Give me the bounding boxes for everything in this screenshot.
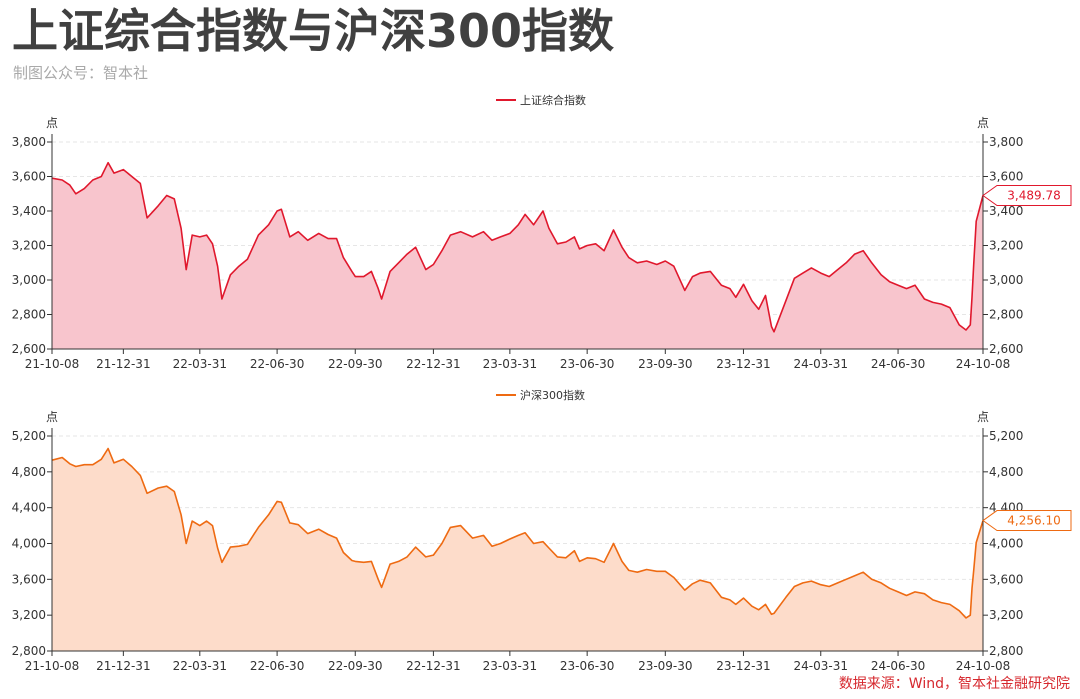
series-line xyxy=(51,161,984,333)
x-tick-label: 22-03-31 xyxy=(173,659,227,673)
y-tick-label-right: 4,000 xyxy=(989,537,1023,551)
x-tick-label: 23-09-30 xyxy=(638,357,692,371)
x-tick-label: 23-12-31 xyxy=(716,357,770,371)
y-axis-unit-left: 点 xyxy=(46,410,58,424)
x-tick-label: 23-06-30 xyxy=(560,659,614,673)
x-tick-label: 21-12-31 xyxy=(96,659,150,673)
x-tick-label: 24-03-31 xyxy=(794,357,848,371)
y-tick-label-left: 3,600 xyxy=(12,170,46,184)
x-tick-label: 21-10-08 xyxy=(25,357,79,371)
y-tick-label-left: 3,200 xyxy=(12,608,46,622)
x-tick-label: 23-09-30 xyxy=(638,659,692,673)
x-tick-label: 22-09-30 xyxy=(328,659,382,673)
last-value-label: 4,256.10 xyxy=(1007,514,1060,528)
x-tick-label: 23-12-31 xyxy=(716,659,770,673)
y-tick-label-right: 3,200 xyxy=(989,608,1023,622)
legend[interactable]: 沪深300指数 xyxy=(496,388,585,402)
page-subtitle: 制图公众号：智本社 xyxy=(13,64,149,82)
y-tick-label-right: 3,800 xyxy=(989,135,1023,149)
series-area xyxy=(52,448,983,651)
y-tick-label-right: 3,400 xyxy=(989,204,1023,218)
x-tick-label: 23-06-30 xyxy=(560,357,614,371)
x-tick-label: 22-12-31 xyxy=(406,659,460,673)
x-tick-label: 22-06-30 xyxy=(250,357,304,371)
last-value-callout xyxy=(982,510,1072,532)
y-axis-unit-left: 点 xyxy=(46,116,58,130)
legend-label: 沪深300指数 xyxy=(520,388,585,402)
data-source-note: 数据来源：Wind，智本社金融研究院 xyxy=(838,676,1070,692)
x-tick-label: 23-03-31 xyxy=(483,357,537,371)
series-area xyxy=(52,162,983,349)
y-tick-label-right: 2,800 xyxy=(989,308,1023,322)
y-tick-label-left: 4,000 xyxy=(12,537,46,551)
y-tick-label-right: 3,600 xyxy=(989,170,1023,184)
y-tick-label-left: 3,400 xyxy=(12,204,46,218)
y-tick-label-right: 3,600 xyxy=(989,572,1023,586)
y-tick-label-left: 3,800 xyxy=(12,135,46,149)
x-tick-label: 24-03-31 xyxy=(794,659,848,673)
x-tick-label: 24-10-08 xyxy=(956,659,1010,673)
x-tick-label: 22-03-31 xyxy=(173,357,227,371)
x-tick-label: 24-06-30 xyxy=(871,659,925,673)
y-tick-label-left: 3,200 xyxy=(12,239,46,253)
y-tick-label-left: 2,800 xyxy=(12,644,46,658)
y-tick-label-left: 3,600 xyxy=(12,572,46,586)
y-tick-label-right: 3,000 xyxy=(989,273,1023,287)
y-tick-label-left: 5,200 xyxy=(12,429,46,443)
y-tick-label-left: 3,000 xyxy=(12,273,46,287)
x-tick-label: 22-12-31 xyxy=(406,357,460,371)
y-tick-label-left: 2,800 xyxy=(12,308,46,322)
x-tick-label: 21-10-08 xyxy=(25,659,79,673)
y-tick-label-right: 2,600 xyxy=(989,342,1023,356)
y-tick-label-right: 2,800 xyxy=(989,644,1023,658)
legend[interactable]: 上证综合指数 xyxy=(496,93,586,107)
x-tick-label: 22-06-30 xyxy=(250,659,304,673)
y-tick-label-right: 5,200 xyxy=(989,429,1023,443)
x-tick-label: 21-12-31 xyxy=(96,357,150,371)
x-tick-label: 24-06-30 xyxy=(871,357,925,371)
x-tick-label: 22-09-30 xyxy=(328,357,382,371)
y-tick-label-left: 4,800 xyxy=(12,465,46,479)
chart-panel-csi300: 2,800 2,800 3,200 3,200 3,600 3,600 4,000 4,000… xyxy=(12,388,1072,673)
legend-label: 上证综合指数 xyxy=(520,93,586,107)
y-tick-label-right: 3,200 xyxy=(989,239,1023,253)
y-axis-unit-right: 点 xyxy=(977,116,989,130)
x-tick-label: 24-10-08 xyxy=(956,357,1010,371)
last-value-label: 3,489.78 xyxy=(1007,189,1060,203)
y-axis-unit-right: 点 xyxy=(977,410,989,424)
page-title: 上证综合指数与沪深300指数 xyxy=(12,4,615,58)
chart-panel-sse: 2,600 2,600 2,800 2,800 3,000 3,000 3,200 3,200… xyxy=(12,93,1072,371)
y-tick-label-right: 4,800 xyxy=(989,465,1023,479)
last-value-callout xyxy=(982,185,1072,207)
y-tick-label-left: 2,600 xyxy=(12,342,46,356)
series-line xyxy=(51,447,984,619)
y-tick-label-left: 4,400 xyxy=(12,501,46,515)
x-tick-label: 23-03-31 xyxy=(483,659,537,673)
